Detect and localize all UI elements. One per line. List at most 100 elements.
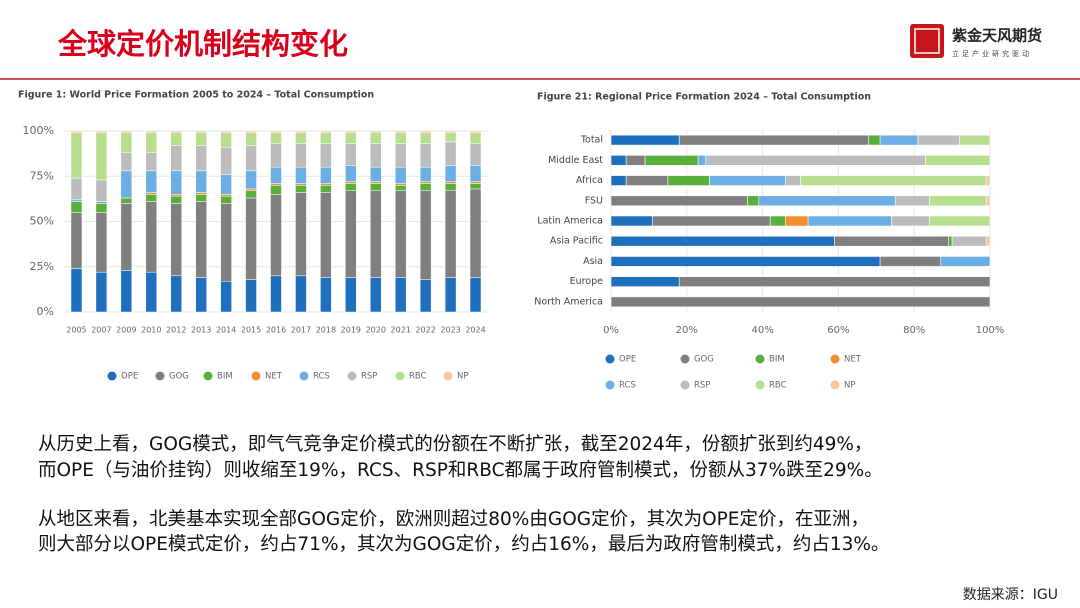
bar-segment (345, 181, 357, 184)
bar-segment (170, 194, 182, 197)
category-label: Asia (583, 256, 603, 267)
bar-segment (610, 175, 627, 186)
bar-segment (295, 132, 307, 144)
legend-label: RBC (409, 372, 427, 382)
bar-segment (295, 130, 307, 134)
bar-segment (295, 192, 307, 277)
legend-label: BIM (217, 372, 233, 382)
bar-segment (70, 177, 83, 201)
bar-segment (95, 179, 108, 202)
x-tick-label: 2005 (66, 326, 86, 335)
bar-segment (270, 275, 282, 313)
legend-marker (680, 380, 690, 390)
legend-marker (299, 371, 309, 381)
legend-label: NP (844, 381, 855, 391)
x-tick-label: 2019 (341, 326, 361, 335)
bar-segment (170, 195, 182, 204)
category-label: Europe (570, 276, 604, 287)
bar-segment (220, 130, 232, 134)
legend-marker (755, 380, 765, 390)
bar-segment (705, 155, 926, 166)
bar-segment (170, 275, 182, 313)
y-tick-label: 100% (23, 124, 54, 137)
y-tick-label: 50% (30, 215, 54, 228)
bar-segment (678, 134, 870, 146)
bar-segment (625, 175, 669, 186)
slide-title: 全球定价机制结构变化 (57, 27, 348, 61)
bar-segment (295, 143, 307, 168)
legend-label: RSP (361, 372, 377, 382)
bar-segment (320, 132, 332, 144)
bar-segment (120, 152, 133, 172)
bar-segment (394, 185, 407, 191)
bar-segment (245, 279, 257, 313)
bar-segment (785, 215, 809, 227)
category-label: Middle East (548, 155, 603, 166)
bar-segment (469, 132, 482, 144)
bar-segment (295, 183, 307, 186)
bar-segment (195, 194, 207, 202)
bar-segment (834, 235, 949, 247)
bar-segment (419, 166, 432, 182)
bar-segment (610, 195, 748, 207)
bar-segment (270, 183, 282, 186)
legend-label: BIM (769, 355, 785, 365)
legend-marker (155, 371, 165, 381)
x-tick-label: 60% (827, 325, 849, 336)
x-tick-label: 2022 (415, 326, 435, 335)
paragraph-line: 从地区来看，北美基本实现全部GOG定价，欧洲则超过80%由GOG定价，其次为OP… (38, 509, 869, 530)
bar-segment (195, 201, 207, 278)
x-tick-label: 2015 (241, 326, 261, 335)
bar-segment (70, 201, 83, 213)
bar-segment (95, 130, 108, 134)
x-tick-label: 2016 (266, 326, 286, 335)
bar-segment (120, 203, 133, 271)
bar-segment (170, 132, 182, 146)
bar-segment (295, 275, 307, 313)
bar-segment (270, 194, 282, 277)
bar-segment (610, 256, 881, 267)
bar-segment (195, 130, 207, 134)
bar-segment (940, 256, 991, 267)
bar-segment (220, 195, 232, 204)
x-tick-label: 2009 (116, 326, 136, 335)
x-tick-label: 2024 (465, 326, 485, 335)
bar-segment (394, 166, 407, 184)
bar-segment (320, 185, 332, 193)
x-tick-label: 2021 (391, 326, 411, 335)
bar-segment (879, 134, 919, 146)
bar-segment (929, 215, 991, 227)
bar-segment (95, 203, 108, 213)
bar-segment (70, 132, 83, 179)
bar-segment (879, 256, 942, 267)
bar-segment (120, 197, 133, 204)
bar-segment (345, 183, 357, 191)
bar-segment (444, 132, 457, 143)
bar-segment (145, 132, 158, 153)
bar-segment (370, 277, 382, 313)
bar-segment (444, 183, 457, 191)
x-tick-label: 2014 (216, 326, 236, 335)
bar-segment (195, 145, 207, 172)
bar-segment (220, 132, 232, 148)
bar-segment (697, 155, 707, 166)
bar-segment (70, 199, 83, 202)
legend-label: NET (844, 355, 862, 365)
bar-segment (891, 215, 930, 227)
bar-segment (894, 195, 930, 207)
bar-segment (145, 201, 158, 273)
bar-segment (245, 132, 257, 146)
paragraph-line: 而OPE（与油价挂钩）则收缩至19%，RCS、RSP和RBC都属于政府管制模式，… (38, 460, 883, 481)
bar-segment (145, 271, 158, 313)
bar-segment (220, 194, 232, 197)
bar-segment (709, 175, 786, 186)
logo-seal-inner (914, 28, 940, 54)
bar-segment (145, 170, 158, 193)
legend-label: NP (457, 372, 468, 382)
bar-segment (769, 215, 786, 227)
paragraph-line: 则大部分以OPE模式定价，约占71%，其次为GOG定价，约占16%，最后为政府管… (38, 534, 890, 555)
legend-marker (830, 354, 840, 364)
bar-segment (469, 130, 482, 134)
bar-segment (610, 215, 653, 227)
bar-segment (370, 190, 382, 278)
